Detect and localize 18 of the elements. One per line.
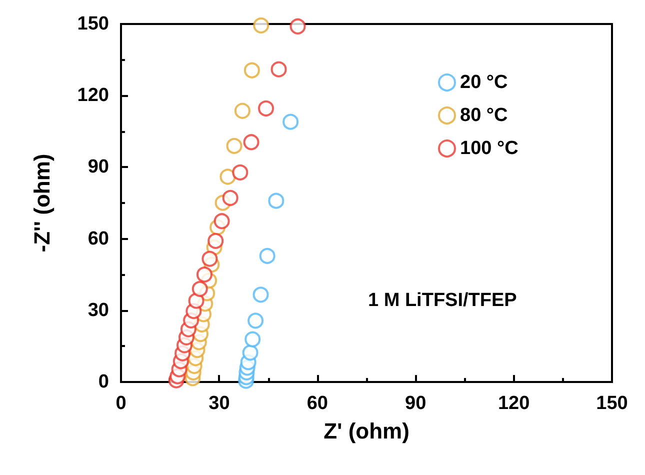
legend-label: 100 °C <box>460 138 519 159</box>
legend-label: 80 °C <box>460 105 508 126</box>
annotation: 1 M LiTFSI/TFEP <box>368 290 518 311</box>
y-tick-label: 0 <box>98 372 109 392</box>
y-tick-label: 90 <box>88 156 109 178</box>
x-tick-label: 90 <box>405 393 426 414</box>
legend-label: 20 °C <box>460 72 508 93</box>
y-axis-title: -Z'' (ohm) <box>30 154 54 252</box>
y-tick-label: 150 <box>77 14 109 34</box>
y-tick-label: 30 <box>88 300 109 321</box>
x-tick-label: 30 <box>208 393 230 414</box>
x-tick-label: 0 <box>116 393 126 414</box>
y-tick-label: 120 <box>77 85 109 106</box>
x-tick-label: 120 <box>498 393 530 414</box>
x-axis-title: Z' (ohm) <box>324 418 410 444</box>
y-tick-label: 60 <box>88 228 109 250</box>
x-tick-label: 60 <box>306 393 328 414</box>
x-tick-label: 150 <box>596 393 628 414</box>
